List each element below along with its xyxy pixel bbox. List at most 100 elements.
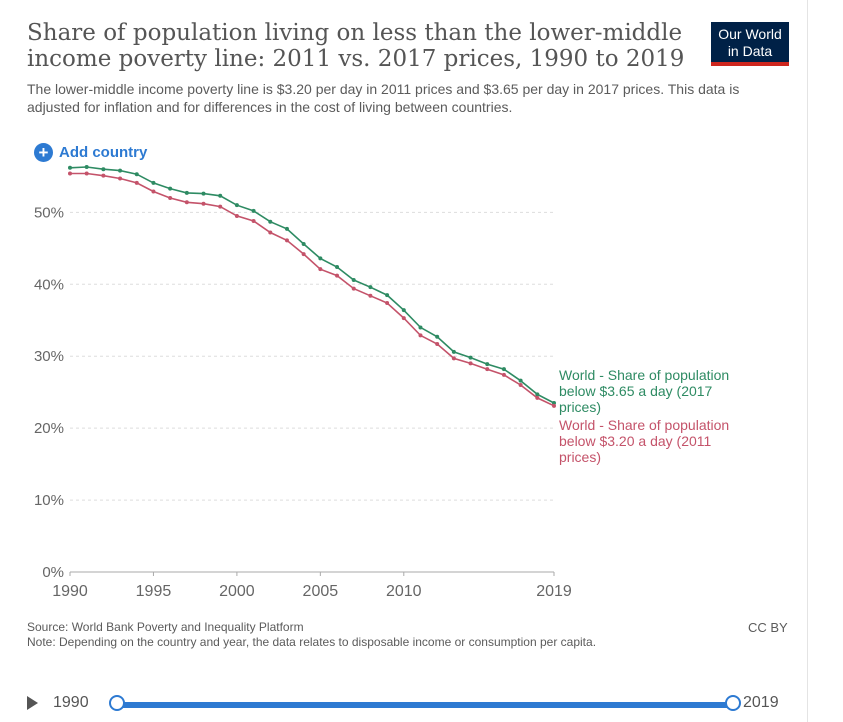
data-point [151, 180, 156, 185]
series-label-0: World - Share of population below $3.65 a… [559, 367, 729, 415]
series-label-line: World - Share of population [559, 367, 729, 383]
data-point [368, 293, 373, 298]
data-point [401, 308, 406, 313]
owid-logo[interactable]: Our World in Data [711, 22, 789, 66]
data-point [335, 265, 340, 270]
y-tick-label: 10% [34, 492, 64, 509]
source-text: Source: World Bank Poverty and Inequalit… [27, 620, 304, 634]
series-label-line: below $3.20 a day (2011 [559, 433, 712, 449]
data-point [485, 362, 490, 367]
y-tick-label: 50% [34, 204, 64, 221]
data-point [201, 191, 206, 196]
data-point [218, 204, 223, 209]
data-point [101, 167, 106, 172]
data-point [168, 186, 173, 191]
play-icon[interactable] [27, 696, 38, 710]
timeline-start-label: 1990 [53, 694, 89, 711]
data-point [134, 180, 139, 185]
data-point [218, 193, 223, 198]
data-point [151, 189, 156, 194]
data-point [84, 171, 89, 176]
data-point [418, 333, 423, 338]
data-point [234, 203, 239, 208]
logo-line-2: in Data [727, 43, 773, 59]
y-tick-label: 40% [34, 276, 64, 293]
x-tick-label: 2010 [386, 583, 422, 600]
plus-circle-icon: + [34, 143, 53, 162]
data-point [468, 355, 473, 360]
data-point [435, 341, 440, 346]
y-tick-label: 20% [34, 420, 64, 437]
data-point [435, 334, 440, 339]
data-point [385, 300, 390, 305]
timeline-end-handle[interactable] [725, 695, 741, 711]
data-point [518, 378, 523, 383]
data-point [368, 285, 373, 290]
data-point [385, 293, 390, 298]
data-point [118, 176, 123, 181]
data-point [318, 256, 323, 261]
data-point [501, 367, 506, 372]
x-tick-label: 2005 [303, 583, 339, 600]
data-point [101, 173, 106, 178]
data-point [418, 325, 423, 330]
series-label-line: World - Share of population [559, 417, 729, 433]
chart-footer: Source: World Bank Poverty and Inequalit… [27, 620, 747, 650]
series-label-line: prices) [559, 449, 601, 465]
x-tick-label: 2019 [536, 583, 572, 600]
data-point [335, 273, 340, 278]
x-tick-label: 1990 [52, 583, 88, 600]
line-chart: 0% 10% 20% 30% 40% 50% 1990 1995 2000 2005 2010 201… [34, 165, 729, 600]
note-text: Note: Depending on the country and year,… [27, 635, 597, 649]
chart-title: Share of population living on less than … [27, 20, 685, 72]
data-point [184, 200, 189, 205]
data-point [184, 190, 189, 195]
data-point [234, 213, 239, 218]
data-point [535, 392, 540, 397]
series-label-line: below $3.65 a day (2017 [559, 383, 713, 399]
timeline: 1990 2019 [27, 692, 807, 718]
add-country-button[interactable]: + Add country [34, 143, 147, 162]
add-country-label: Add country [59, 144, 148, 161]
y-tick-label: 0% [42, 564, 64, 581]
data-point [485, 367, 490, 372]
data-point [68, 165, 72, 170]
data-point [118, 168, 123, 173]
data-point [268, 230, 273, 235]
timeline-start-handle[interactable] [109, 695, 125, 711]
data-point [351, 286, 356, 291]
timeline-end-label: 2019 [743, 694, 779, 711]
chart-subtitle: The lower-middle income poverty line is … [27, 81, 740, 115]
data-point [301, 242, 306, 246]
data-point [251, 218, 256, 223]
x-tick-label: 2000 [219, 583, 255, 600]
x-tick-label: 1995 [136, 583, 172, 600]
data-point [268, 219, 273, 224]
data-point [351, 277, 356, 282]
data-point [501, 372, 506, 377]
data-point [518, 382, 523, 387]
data-point [84, 165, 89, 170]
data-point [251, 208, 256, 213]
logo-line-1: Our World [718, 26, 782, 42]
data-point [451, 349, 456, 354]
series-label-line: prices) [559, 399, 601, 415]
data-point [68, 171, 72, 176]
y-tick-label: 30% [34, 348, 64, 365]
data-point [552, 400, 556, 405]
series-label-1: World - Share of population below $3.20 a… [559, 417, 729, 465]
data-point [451, 356, 456, 361]
data-point [134, 172, 139, 177]
data-point [468, 361, 473, 366]
data-point [301, 252, 306, 257]
data-point [401, 316, 406, 321]
data-point [201, 201, 206, 206]
chart-card: Share of population living on less than … [10, 0, 808, 722]
data-point [318, 267, 323, 272]
series-line-1 [70, 172, 555, 407]
data-point [535, 395, 540, 400]
timeline-track[interactable] [117, 702, 733, 708]
license-link[interactable]: CC BY [748, 620, 788, 635]
data-point [552, 403, 556, 408]
data-point [284, 238, 289, 243]
